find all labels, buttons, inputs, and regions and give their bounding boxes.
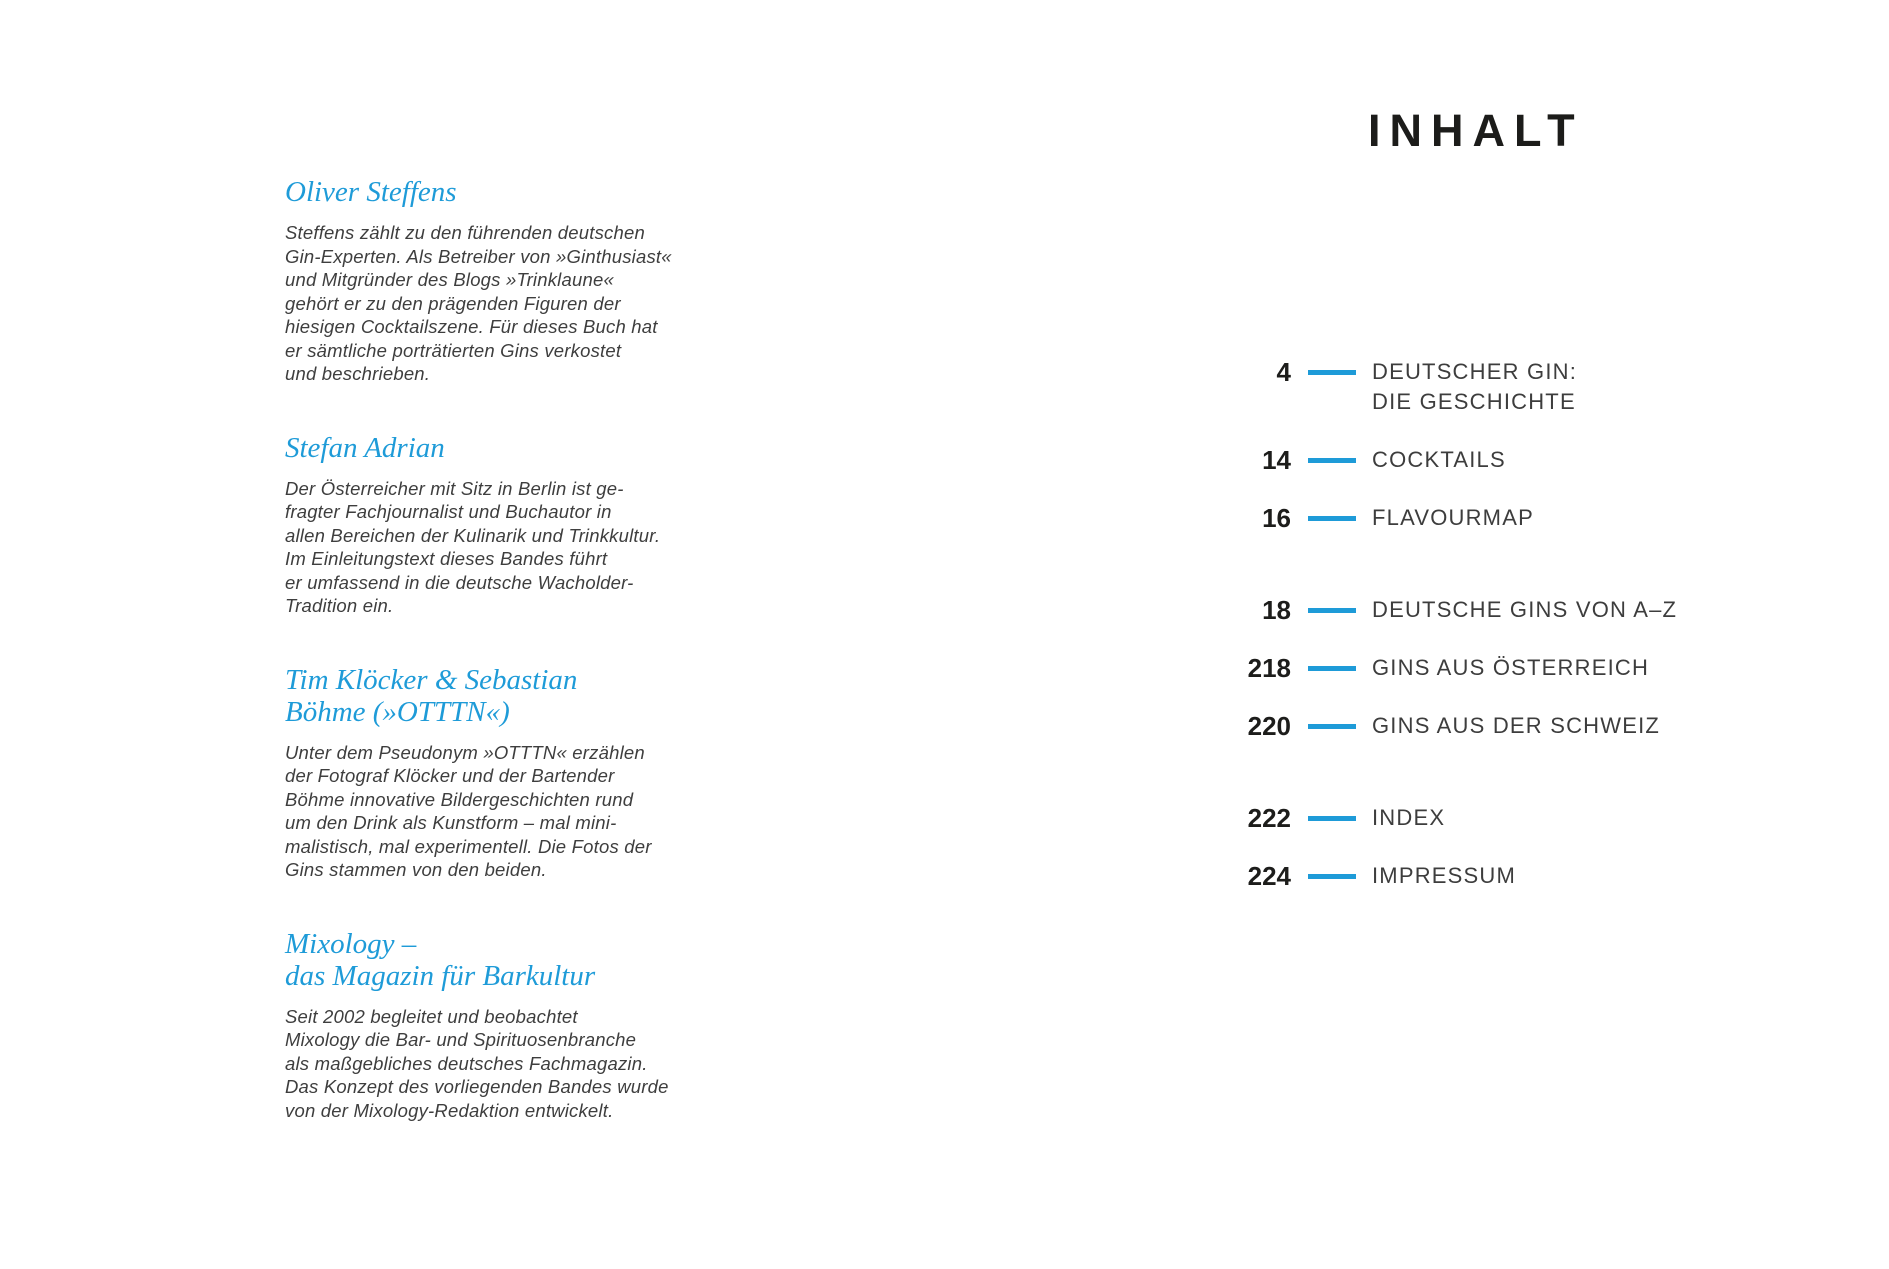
toc-entry-label: GINS AUS ÖSTERREICH xyxy=(1372,655,1650,680)
toc-entry-label: GINS AUS DER SCHWEIZ xyxy=(1372,713,1661,738)
toc-group: 18 DEUTSCHE GINS VON A–Z 218 GINS AUS ÖS… xyxy=(1222,595,1677,741)
toc-entry: 220 GINS AUS DER SCHWEIZ xyxy=(1222,711,1677,741)
contributor-bio: Steffens zählt zu den führenden deutsche… xyxy=(285,222,672,384)
contributor-section: Tim Klöcker & Sebastian Böhme (»OTTTN«) … xyxy=(285,664,675,882)
toc-dash-icon xyxy=(1291,861,1372,891)
toc-dash-icon xyxy=(1291,803,1372,833)
contributors-column: Oliver Steffens Steffens zählt zu den fü… xyxy=(285,176,675,1168)
toc-entry-label: DEUTSCHER GIN: DIE GESCHICHTE xyxy=(1372,359,1578,414)
toc-dash-icon xyxy=(1291,595,1372,625)
contributor-section: Mixology – das Magazin für Barkultur Sei… xyxy=(285,928,675,1123)
toc-page-number: 14 xyxy=(1262,445,1291,475)
toc-entry-label: DEUTSCHE GINS VON A–Z xyxy=(1372,597,1678,622)
toc-group: 4 DEUTSCHER GIN: DIE GESCHICHTE 14 COCKT… xyxy=(1222,357,1677,533)
contributor-name: Mixology – das Magazin für Barkultur xyxy=(285,927,596,992)
contributor-bio: Der Österreicher mit Sitz in Berlin ist … xyxy=(285,477,661,617)
toc-page-number: 222 xyxy=(1247,803,1291,833)
toc-entry: 4 DEUTSCHER GIN: DIE GESCHICHTE xyxy=(1222,357,1677,417)
contributor-name: Stefan Adrian xyxy=(285,431,445,464)
toc-entry: 222 INDEX xyxy=(1222,803,1677,833)
toc-entry: 218 GINS AUS ÖSTERREICH xyxy=(1222,653,1677,683)
toc-entry: 224 IMPRESSUM xyxy=(1222,861,1677,891)
contributor-bio: Unter dem Pseudonym »OTTTN« erzählen der… xyxy=(285,741,652,881)
toc-entry-label: IMPRESSUM xyxy=(1372,863,1517,888)
toc-entry-label: INDEX xyxy=(1372,805,1446,830)
toc-entry: 14 COCKTAILS xyxy=(1222,445,1677,475)
contributor-name: Tim Klöcker & Sebastian Böhme (»OTTTN«) xyxy=(285,663,578,728)
contributor-section: Stefan Adrian Der Österreicher mit Sitz … xyxy=(285,432,675,618)
contributor-name: Oliver Steffens xyxy=(285,176,457,208)
toc-entry-label: FLAVOURMAP xyxy=(1372,505,1534,530)
contributor-section: Oliver Steffens Steffens zählt zu den fü… xyxy=(285,176,675,386)
toc-page-number: 220 xyxy=(1247,711,1291,741)
toc-entry: 18 DEUTSCHE GINS VON A–Z xyxy=(1222,595,1677,625)
table-of-contents: 4 DEUTSCHER GIN: DIE GESCHICHTE 14 COCKT… xyxy=(1222,357,1677,891)
toc-dash-icon xyxy=(1291,711,1372,741)
toc-page-number: 218 xyxy=(1247,653,1291,683)
toc-dash-icon xyxy=(1291,445,1372,475)
toc-page-number: 18 xyxy=(1262,595,1291,625)
toc-entry: 16 FLAVOURMAP xyxy=(1222,503,1677,533)
toc-dash-icon xyxy=(1291,357,1372,387)
toc-dash-icon xyxy=(1291,503,1372,533)
toc-dash-icon xyxy=(1291,653,1372,683)
contributor-bio: Seit 2002 begleitet und beobachtet Mixol… xyxy=(285,1005,669,1121)
toc-page-number: 224 xyxy=(1247,861,1291,891)
toc-page-number: 4 xyxy=(1276,357,1291,387)
toc-entry-label: COCKTAILS xyxy=(1372,447,1506,472)
page-title: INHALT xyxy=(1368,105,1584,156)
toc-page-number: 16 xyxy=(1262,503,1291,533)
toc-group: 222 INDEX 224 IMPRESSUM xyxy=(1222,803,1677,891)
